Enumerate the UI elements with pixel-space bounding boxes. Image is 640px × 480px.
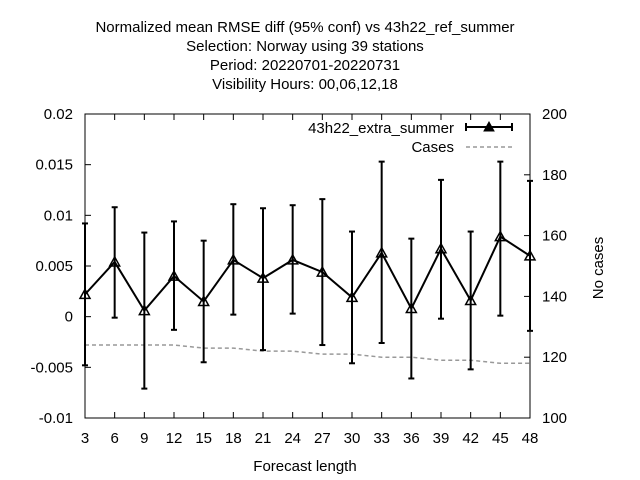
data-point xyxy=(434,242,448,254)
y-tick-label: 0.01 xyxy=(44,207,73,224)
y-tick-label: 0.005 xyxy=(35,258,73,275)
data-point xyxy=(375,246,388,258)
data-point xyxy=(256,271,270,283)
y2-tick-label: 120 xyxy=(542,349,567,366)
title-line: Normalized mean RMSE diff (95% conf) vs … xyxy=(95,19,514,36)
y2-tick-label: 100 xyxy=(542,410,567,427)
y-tick-label: 0.015 xyxy=(35,157,73,174)
x-tick-label: 33 xyxy=(373,430,390,447)
data-point xyxy=(78,287,92,300)
data-point xyxy=(494,230,507,242)
data-point xyxy=(464,293,477,306)
x-tick-label: 30 xyxy=(344,430,361,447)
series-cases xyxy=(85,344,530,365)
y-tick-label: -0.01 xyxy=(39,410,73,427)
x-tick-label: 24 xyxy=(284,430,301,447)
legend-label: Cases xyxy=(411,139,454,156)
legend-marker xyxy=(483,120,495,132)
main-line xyxy=(84,235,531,313)
data-point xyxy=(345,290,359,303)
y-tick-label: -0.005 xyxy=(30,359,73,376)
data-point xyxy=(405,302,418,314)
x-tick-label: 6 xyxy=(110,430,118,447)
x-tick-label: 12 xyxy=(166,430,183,447)
y2-tick-label: 160 xyxy=(542,228,567,245)
x-tick-label: 27 xyxy=(314,430,331,447)
y2-axis: 200 180 160 140 120 100 xyxy=(524,106,567,427)
x-tick-label: 18 xyxy=(225,430,242,447)
data-point xyxy=(108,255,121,267)
y2-tick-label: 140 xyxy=(542,288,567,305)
legend: 43h22_extra_summer Cases xyxy=(308,120,513,156)
title-line: Period: 20220701-20220731 xyxy=(210,57,400,74)
x-axis-label: Forecast length xyxy=(253,458,356,475)
data-point xyxy=(286,253,299,265)
y2-tick-label: 200 xyxy=(542,106,567,123)
y-axis: 0.02 0.015 0.01 0.005 0 -0.005 -0.01 xyxy=(30,106,91,427)
x-tick-label: 3 xyxy=(81,430,89,447)
cases-line xyxy=(85,344,530,365)
data-point xyxy=(227,253,240,265)
x-tick-label: 36 xyxy=(403,430,420,447)
y2-tick-label: 180 xyxy=(542,167,567,184)
data-point xyxy=(138,304,151,316)
data-point xyxy=(316,265,329,277)
title-line: Visibility Hours: 00,06,12,18 xyxy=(212,76,398,93)
data-point xyxy=(523,249,537,261)
y-tick-label: 0 xyxy=(65,309,73,326)
x-tick-label: 48 xyxy=(522,430,539,447)
legend-label: 43h22_extra_summer xyxy=(308,120,454,137)
title-line: Selection: Norway using 39 stations xyxy=(186,38,424,55)
x-tick-label: 45 xyxy=(492,430,509,447)
y-tick-label: 0.02 xyxy=(44,106,73,123)
data-point xyxy=(167,269,181,281)
data-point xyxy=(197,294,210,307)
y2-axis-label: No cases xyxy=(590,237,607,300)
chart-title: Normalized mean RMSE diff (95% conf) vs … xyxy=(95,19,514,93)
x-axis: 3 6 9 12 15 18 21 24 27 30 33 36 39 42 45 48 xyxy=(81,114,539,447)
x-tick-label: 21 xyxy=(255,430,272,447)
x-tick-label: 39 xyxy=(433,430,450,447)
x-tick-label: 9 xyxy=(140,430,148,447)
x-tick-label: 15 xyxy=(195,430,212,447)
x-tick-label: 42 xyxy=(462,430,479,447)
series-43h22-extra-summer xyxy=(78,160,537,390)
